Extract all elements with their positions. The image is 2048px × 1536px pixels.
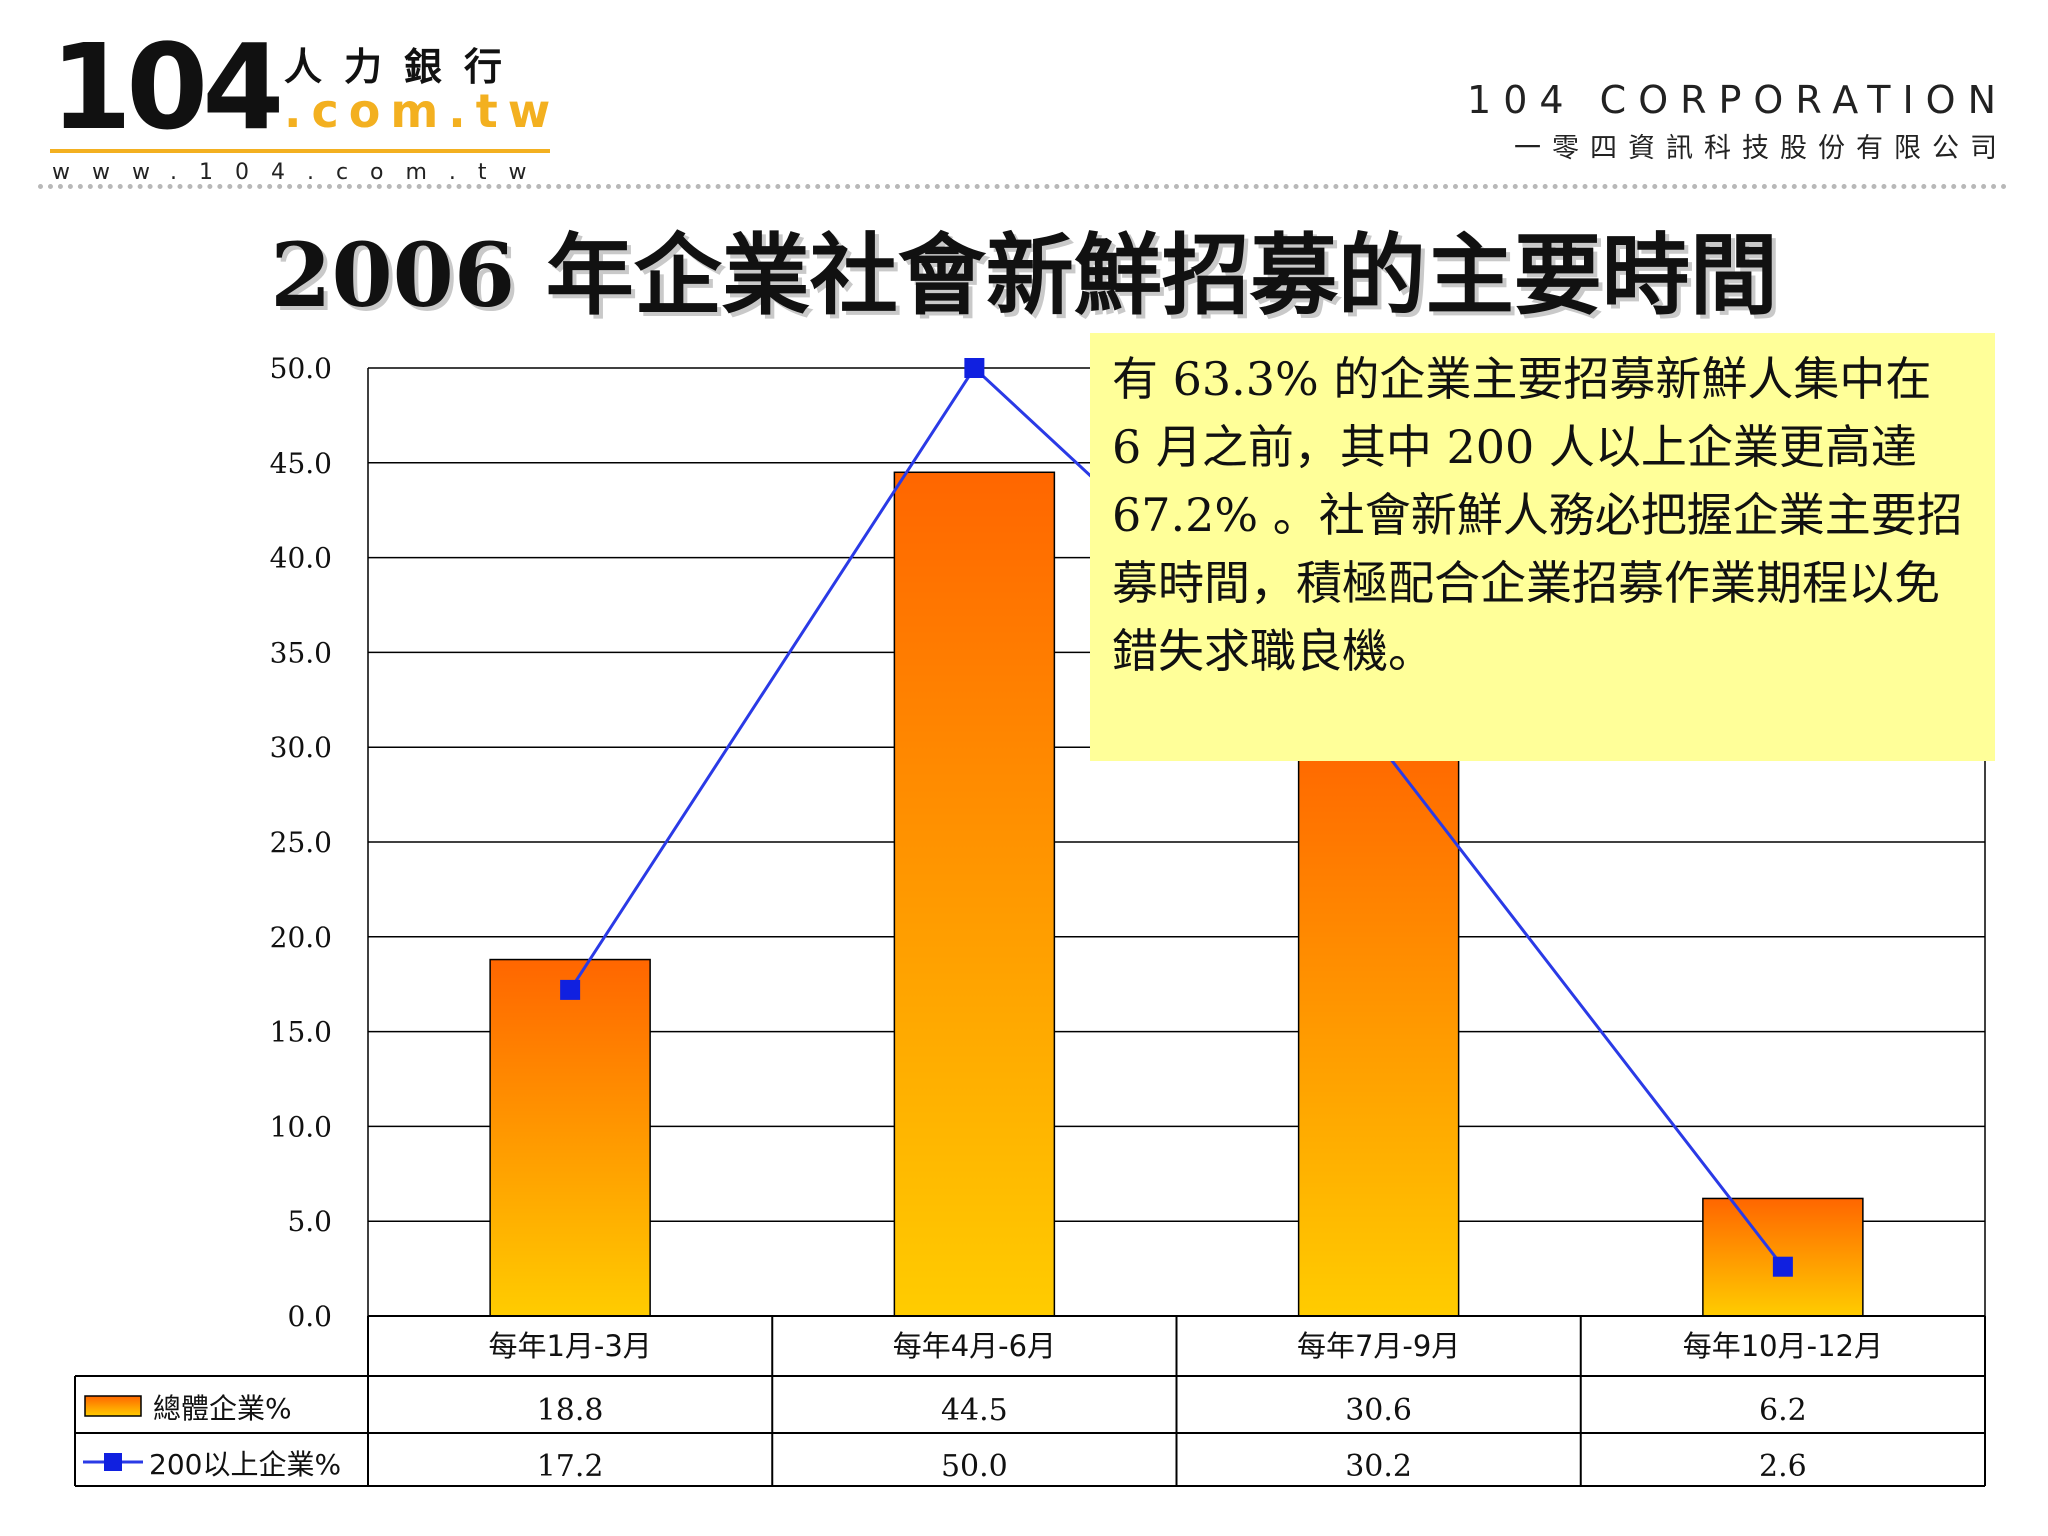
y-tick-label: 0.0 — [287, 1300, 332, 1333]
y-tick-label: 25.0 — [270, 826, 332, 859]
x-tick-label: 每年4月-6月 — [893, 1329, 1056, 1363]
y-tick-label: 40.0 — [270, 542, 332, 575]
logo-underline — [50, 149, 550, 153]
legend-marker-swatch — [104, 1453, 122, 1471]
line-marker — [964, 358, 985, 378]
data-value-label: 44.5 — [941, 1393, 1008, 1428]
y-tick-label: 15.0 — [270, 1016, 332, 1049]
legend-series-name: 總體企業% — [153, 1392, 292, 1425]
company-logo: 104 人力銀行 .com.tw www.104.com.tw — [50, 18, 570, 185]
x-tick-label: 每年10月-12月 — [1683, 1329, 1883, 1363]
data-value-label: 6.2 — [1759, 1393, 1807, 1428]
y-tick-label: 10.0 — [270, 1110, 332, 1143]
x-tick-label: 每年1月-3月 — [488, 1329, 651, 1363]
slide-title: 2006 年企業社會新鮮招募的主要時間 — [270, 223, 1778, 327]
data-value-label: 30.6 — [1345, 1393, 1412, 1428]
data-value-label: 30.2 — [1345, 1449, 1412, 1484]
y-tick-label: 35.0 — [270, 636, 332, 669]
y-tick-label: 20.0 — [270, 921, 332, 954]
bar-total-companies — [893, 471, 1056, 1317]
bar-total-companies — [1297, 735, 1460, 1317]
y-tick-label: 50.0 — [270, 352, 332, 385]
legend-bar-swatch — [84, 1395, 142, 1417]
x-tick-label: 每年7月-9月 — [1297, 1329, 1460, 1363]
logo-url: www.104.com.tw — [52, 160, 549, 185]
data-value-label: 17.2 — [537, 1449, 604, 1484]
legend-series-name: 200以上企業% — [149, 1448, 341, 1481]
corporation-name: 104 CORPORATION 一零四資訊科技股份有限公司 — [1467, 78, 2008, 165]
data-value-label: 2.6 — [1759, 1449, 1807, 1484]
y-tick-label: 30.0 — [270, 731, 332, 764]
y-tick-label: 45.0 — [270, 447, 332, 480]
header-divider — [38, 184, 2008, 189]
logo-chinese: 人力銀行 — [284, 45, 525, 89]
logo-number: 104 — [50, 18, 284, 156]
corporation-english: 104 CORPORATION — [1467, 78, 2008, 122]
data-value-label: 50.0 — [941, 1449, 1008, 1484]
logo-domain: .com.tw — [284, 84, 561, 138]
insight-callout: 有 63.3% 的企業主要招募新鮮人集中在 6 月之前，其中 200 人以上企業… — [1090, 333, 1995, 761]
bar-total-companies — [489, 958, 651, 1317]
y-tick-label: 5.0 — [287, 1205, 332, 1238]
data-value-label: 18.8 — [537, 1393, 604, 1428]
line-marker — [560, 979, 581, 1000]
line-marker — [1772, 1256, 1793, 1277]
bar-total-companies — [1702, 1197, 1864, 1317]
corporation-chinese: 一零四資訊科技股份有限公司 — [1514, 133, 2008, 164]
